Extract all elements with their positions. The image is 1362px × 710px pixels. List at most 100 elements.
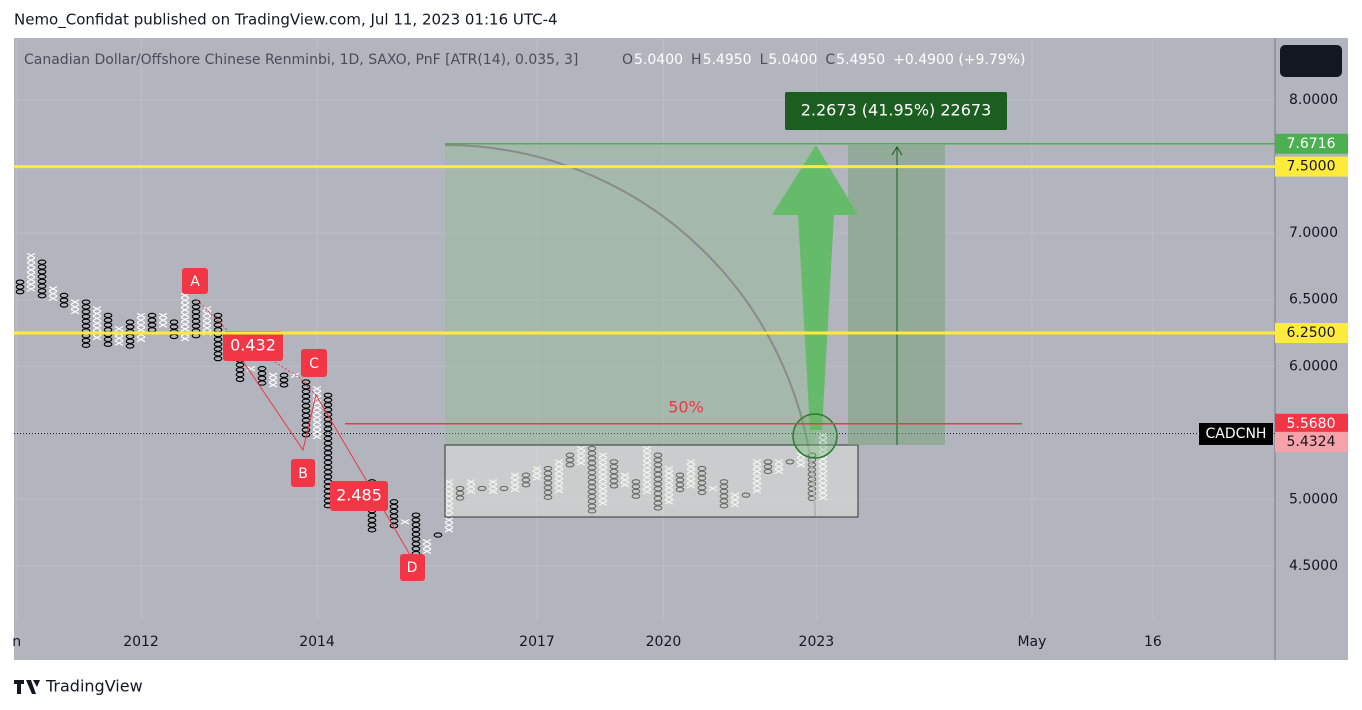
range-box [444,444,859,518]
x-box [180,316,190,323]
o-box [323,440,333,446]
o-box [191,299,201,305]
x-tick-label: 2017 [519,634,555,650]
x-box [686,473,696,479]
pnf-column [37,259,47,299]
x-box [620,472,630,478]
o-box [565,457,575,463]
pnf-column [70,299,80,315]
marker: A [190,274,200,290]
o-box [587,498,597,504]
x-box [642,455,652,461]
o-box [323,459,333,466]
o-box [499,485,509,492]
o-box [323,469,333,475]
pnf-column [268,372,278,388]
o-box [411,531,421,537]
x-box [158,312,168,319]
o-box [301,384,311,390]
x-box [268,372,278,379]
price-label-box [1275,156,1348,177]
x-box [158,317,168,323]
o-box [653,495,663,502]
x-box [136,322,146,328]
o-box [367,517,377,523]
o-box [81,337,91,344]
o-box [15,284,25,290]
x-box [70,309,80,315]
o-box [609,473,619,479]
markers: A B C D 0.432 2.485 50% [182,268,704,581]
o-box [301,422,311,428]
o-box [81,313,91,320]
x-box [620,477,630,483]
x-box [400,519,410,525]
o-box [587,479,597,485]
toolbar-button[interactable] [1280,45,1342,77]
pnf-column [653,452,663,511]
x-box [818,475,828,482]
x-box [444,507,454,514]
o-box [279,372,289,378]
o-box [653,481,663,487]
x-box [180,307,190,313]
x-box [576,450,586,457]
x-box [444,488,454,495]
o-box [235,362,245,368]
target-arrow [772,145,858,430]
pattern-line [231,344,414,561]
o-box [411,526,421,533]
marker-box [291,459,315,487]
legend-value: 5.4950 [703,52,752,68]
o-box [213,322,223,328]
o-box [323,464,333,470]
x-box [598,490,608,497]
o-box [587,465,597,471]
x-box [730,497,740,503]
price-label-box [1275,413,1348,434]
x-box [180,302,190,308]
marker-box [301,349,327,377]
measure-arrowhead [891,146,903,156]
o-box [81,309,91,315]
x-box [774,468,784,475]
o-box [609,464,619,470]
o-box [741,492,751,498]
x-box [532,470,542,476]
pnf-column [818,432,828,501]
x-box [686,459,696,465]
x-box [312,424,322,430]
o-box [587,484,597,490]
x-box [554,459,564,465]
x-box [488,488,498,495]
x-box [664,475,674,481]
pnf-column [664,465,674,505]
o-box [587,460,597,466]
x-box [510,486,520,493]
pnf-column [191,299,201,339]
x-box [136,312,146,319]
x-box [796,457,806,463]
o-box [235,367,245,373]
x-box [180,311,190,318]
x-box [510,482,520,488]
x-box [312,429,322,435]
o-box [323,392,333,398]
x-box [92,320,102,326]
legend-values: O 5.0400 H 5.4950 L 5.0400 C 5.4950 +0.4900 (+9.… [622,52,1025,68]
o-box [301,379,311,385]
o-box [323,450,333,456]
o-box [103,336,113,343]
fan-area [445,145,815,445]
x-box [708,485,718,492]
x-box [796,462,806,468]
x-box [26,272,36,278]
x-box [752,468,762,475]
x-box [26,276,36,283]
x-box [664,489,674,496]
legend-value: 5.4950 [836,52,885,68]
price-label-box [1275,322,1348,343]
y-tick-label: 5.0000 [1289,491,1338,507]
pnf-column [719,479,729,509]
x-box [312,385,322,392]
